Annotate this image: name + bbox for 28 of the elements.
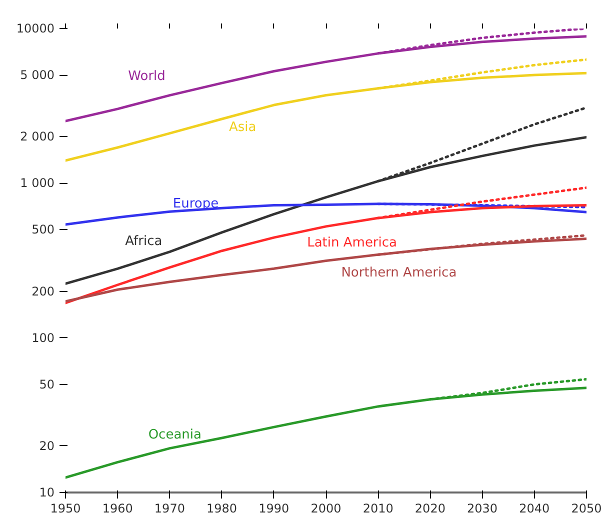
y-tick-label: 500 bbox=[32, 222, 54, 237]
x-tick-label: 2010 bbox=[362, 502, 394, 516]
x-tick-label: 2000 bbox=[310, 502, 342, 516]
series-label: World bbox=[128, 69, 166, 84]
series-label: Africa bbox=[125, 234, 162, 249]
y-tick-label: 2 000 bbox=[20, 130, 55, 144]
series-label: Asia bbox=[229, 120, 256, 136]
series-label: Europe bbox=[172, 196, 219, 212]
y-tick-label: 5 000 bbox=[20, 68, 55, 82]
series-label: Oceania bbox=[148, 427, 202, 442]
x-tick-label: 2020 bbox=[414, 502, 446, 516]
x-tick-label: 2040 bbox=[519, 502, 550, 516]
x-tick-label: 1980 bbox=[206, 502, 238, 516]
y-tick-label: 1 000 bbox=[20, 176, 55, 190]
x-tick-label: 2050 bbox=[571, 502, 602, 516]
series-label: Northern America bbox=[341, 266, 457, 281]
x-tick-label: 1950 bbox=[50, 502, 81, 516]
y-tick-label: 200 bbox=[32, 284, 54, 298]
y-tick-label: 10000 bbox=[16, 22, 55, 36]
series-label: Latin America bbox=[307, 236, 398, 251]
x-tick-label: 1970 bbox=[154, 502, 185, 516]
y-tick-label: 100 bbox=[32, 330, 54, 345]
x-tick-label: 1990 bbox=[258, 502, 290, 516]
y-tick-label: 50 bbox=[39, 377, 55, 392]
x-tick-label: 1960 bbox=[102, 502, 133, 516]
y-tick-label: 20 bbox=[39, 438, 55, 453]
x-tick-label: 2030 bbox=[467, 502, 498, 516]
y-tick-label: 10 bbox=[39, 486, 55, 500]
